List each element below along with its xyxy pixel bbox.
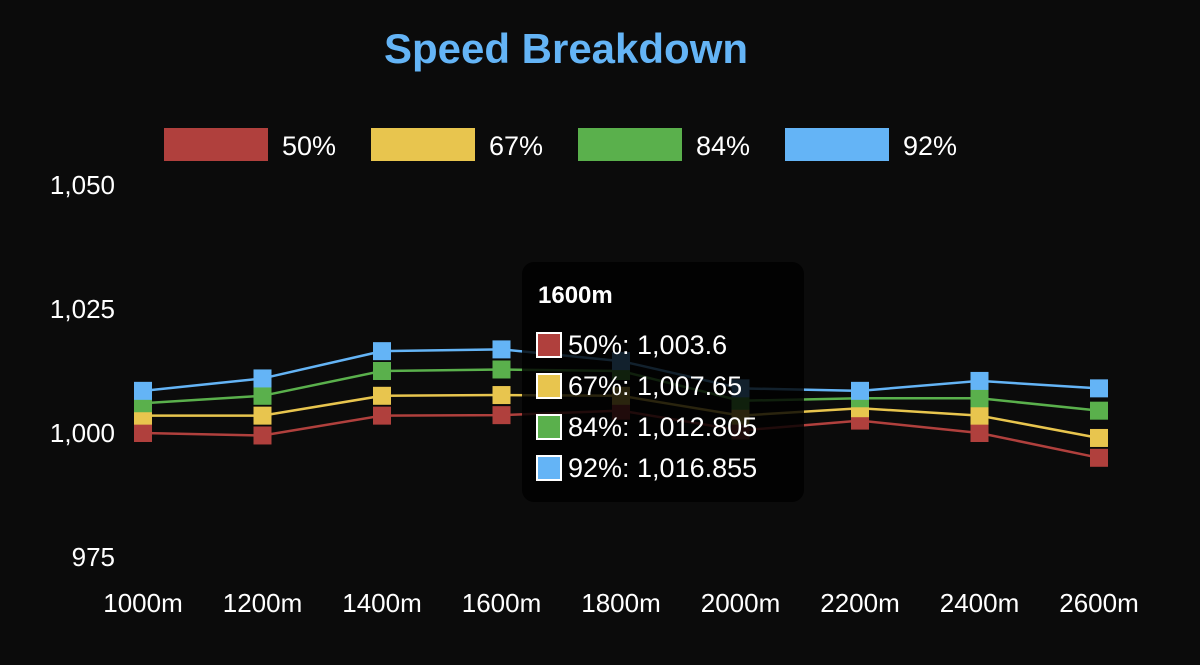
data-point-84[interactable] (1090, 401, 1108, 420)
x-tick-label: 2400m (940, 588, 1020, 618)
data-point-50[interactable] (970, 424, 989, 442)
data-point-50[interactable] (253, 426, 272, 445)
legend-label-67[interactable]: 67% (489, 131, 543, 161)
data-point-92[interactable] (970, 371, 989, 390)
tooltip-row-50: 50%: 1,003.6 (536, 328, 727, 362)
data-point-92[interactable] (492, 340, 511, 359)
x-tick-label: 1600m (462, 588, 542, 618)
tooltip-label-67: 67%: 1,007.65 (568, 370, 743, 401)
data-point-92[interactable] (373, 342, 391, 361)
data-point-92[interactable] (253, 369, 272, 388)
data-point-84[interactable] (253, 386, 272, 405)
tooltip-swatch-84 (536, 414, 562, 440)
data-point-50[interactable] (134, 424, 152, 442)
data-point-67[interactable] (373, 386, 391, 405)
tooltip-row-92: 92%: 1,016.855 (536, 451, 757, 485)
data-point-92[interactable] (134, 381, 152, 400)
data-point-67[interactable] (253, 406, 272, 425)
data-point-50[interactable] (373, 406, 391, 425)
data-point-84[interactable] (373, 362, 391, 380)
y-tick-label: 1,000 (50, 418, 115, 448)
chart-tooltip: 1600m 50%: 1,003.6 67%: 1,007.65 84%: 1,… (522, 262, 804, 502)
data-point-92[interactable] (1090, 379, 1108, 398)
tooltip-label-50: 50%: 1,003.6 (568, 329, 728, 360)
y-tick-label: 1,050 (50, 170, 115, 200)
legend-swatch-92[interactable] (785, 128, 889, 161)
x-tick-label: 1000m (103, 588, 183, 618)
legend-label-92[interactable]: 92% (903, 131, 957, 161)
legend-label-84[interactable]: 84% (696, 131, 750, 161)
x-tick-label: 2000m (701, 588, 781, 618)
x-tick-label: 1800m (581, 588, 661, 618)
x-tick-label: 2600m (1059, 588, 1139, 618)
tooltip-label-84: 84%: 1,012.805 (568, 411, 758, 442)
tooltip-label-92: 92%: 1,016.855 (568, 452, 758, 483)
tooltip-swatch-92 (536, 455, 562, 481)
tooltip-row-84: 84%: 1,012.805 (536, 410, 757, 444)
tooltip-row-67: 67%: 1,007.65 (536, 369, 742, 403)
tooltip-title: 1600m (538, 282, 613, 309)
tooltip-swatch-50 (536, 332, 562, 358)
y-axis: 975 1,000 1,025 1,050 (50, 170, 115, 572)
data-point-67[interactable] (1090, 428, 1108, 447)
legend: 50% 67% 84% 92% (164, 128, 957, 161)
data-point-50[interactable] (1090, 448, 1108, 467)
y-tick-label: 1,025 (50, 294, 115, 324)
x-axis: 1000m 1200m 1400m 1600m 1800m 2000m 2200m 2400m… (103, 588, 1139, 618)
data-point-50[interactable] (492, 406, 511, 425)
tooltip-swatch-67 (536, 373, 562, 399)
legend-label-50[interactable]: 50% (282, 131, 336, 161)
x-tick-label: 1400m (342, 588, 422, 618)
data-point-67[interactable] (970, 406, 989, 425)
x-tick-label: 1200m (223, 588, 303, 618)
legend-swatch-67[interactable] (371, 128, 475, 161)
x-tick-label: 2200m (820, 588, 900, 618)
data-point-92[interactable] (851, 381, 869, 400)
data-point-67[interactable] (492, 386, 511, 405)
legend-swatch-50[interactable] (164, 128, 268, 161)
legend-swatch-84[interactable] (578, 128, 682, 161)
y-tick-label: 975 (72, 542, 115, 572)
data-point-84[interactable] (970, 389, 989, 408)
data-point-84[interactable] (492, 360, 511, 379)
chart-title: Speed Breakdown (384, 25, 748, 72)
